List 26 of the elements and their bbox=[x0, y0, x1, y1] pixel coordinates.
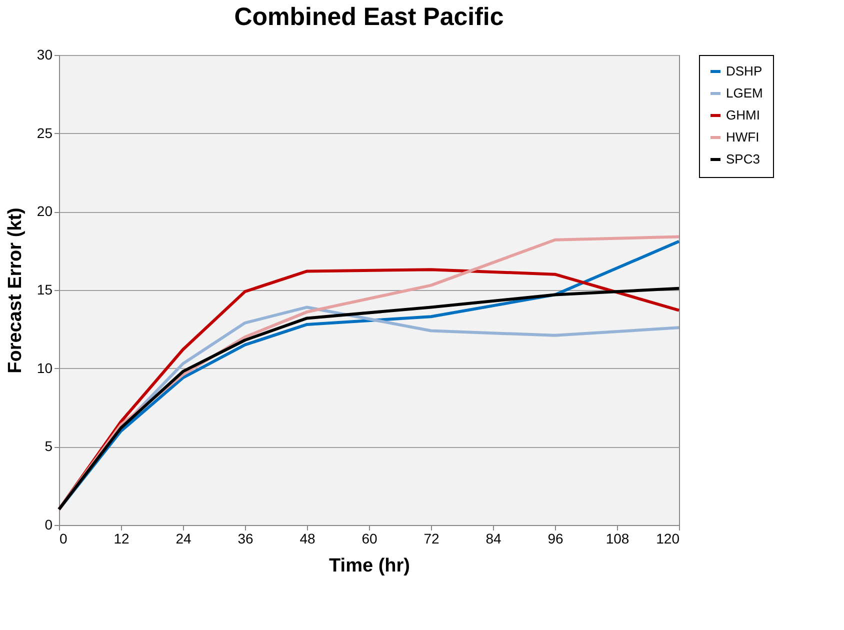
x-tick-label: 108 bbox=[606, 530, 630, 546]
y-tick-label: 30 bbox=[36, 46, 53, 62]
legend-label: SPC3 bbox=[726, 152, 760, 166]
x-tick-label: 60 bbox=[362, 530, 378, 546]
legend-label: HWFI bbox=[726, 130, 760, 144]
x-tick-label: 0 bbox=[60, 530, 68, 546]
chart-title: Combined East Pacific bbox=[234, 3, 504, 31]
x-tick-label: 72 bbox=[424, 530, 440, 546]
y-tick-label: 20 bbox=[36, 203, 53, 220]
x-tick-label: 84 bbox=[486, 530, 502, 546]
y-axis-title: Forecast Error (kt) bbox=[4, 208, 26, 374]
y-tick-label: 5 bbox=[44, 438, 53, 454]
x-axis-title: Time (hr) bbox=[329, 556, 410, 576]
x-tick-label: 96 bbox=[548, 530, 564, 546]
legend-label: LGEM bbox=[726, 86, 763, 100]
y-tick-label: 15 bbox=[36, 282, 53, 298]
y-tick-label: 0 bbox=[44, 516, 53, 532]
x-tick-label: 48 bbox=[300, 530, 316, 546]
legend-label: DSHP bbox=[726, 64, 762, 78]
x-tick-label: 36 bbox=[238, 530, 254, 546]
y-tick-label: 25 bbox=[36, 124, 53, 141]
x-tick-label: 12 bbox=[114, 530, 130, 546]
x-tick-label: 120 bbox=[656, 530, 680, 546]
legend-label: GHMI bbox=[726, 108, 760, 122]
y-tick-label: 10 bbox=[36, 360, 53, 376]
x-tick-label: 24 bbox=[176, 530, 192, 546]
